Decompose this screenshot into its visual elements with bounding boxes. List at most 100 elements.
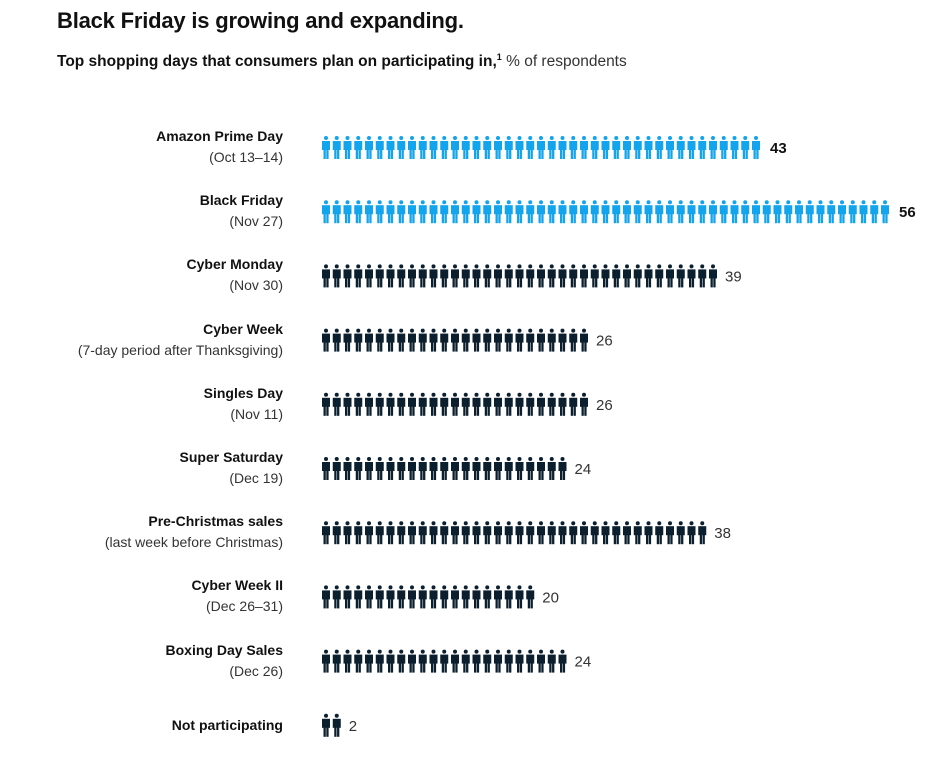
person-icon	[580, 328, 588, 352]
person-icon	[365, 585, 373, 609]
person-icon	[526, 457, 535, 480]
person-icon	[332, 585, 341, 609]
pictogram-bar	[322, 649, 567, 673]
person-icon	[451, 264, 459, 288]
person-icon	[494, 457, 502, 480]
person-icon	[397, 264, 406, 288]
person-icon	[354, 328, 363, 352]
category-name: Boxing Day Sales	[165, 641, 284, 658]
person-icon	[365, 521, 373, 545]
person-icon	[418, 200, 427, 224]
person-icon	[698, 136, 707, 159]
category-label: Cyber Monday (Nov 30)	[187, 254, 283, 296]
person-icon	[504, 200, 513, 224]
person-icon	[741, 136, 750, 159]
person-icon	[601, 136, 610, 159]
person-icon	[698, 521, 707, 545]
person-icon	[343, 328, 352, 352]
category-detail: (7-day period after Thanksgiving)	[77, 341, 283, 358]
person-icon	[709, 200, 717, 224]
person-icon	[547, 136, 556, 159]
person-icon	[494, 392, 502, 416]
data-label: 24	[575, 461, 592, 478]
person-icon	[515, 585, 524, 609]
person-icon	[375, 200, 384, 224]
person-icon	[375, 264, 384, 288]
person-icon	[494, 136, 502, 159]
footnote-marker: 1	[496, 52, 502, 62]
person-icon	[590, 200, 599, 224]
person-icon	[365, 264, 373, 288]
person-icon	[483, 392, 492, 416]
person-icon	[526, 264, 535, 288]
category-label: Cyber Week (7-day period after Thanksgivi…	[78, 319, 283, 361]
person-icon	[666, 136, 674, 159]
person-icon	[644, 200, 653, 224]
person-icon	[397, 392, 406, 416]
person-icon	[558, 521, 567, 545]
person-icon	[655, 200, 664, 224]
person-icon	[332, 392, 341, 416]
category-label: Pre-Christmas sales (last week before Chr…	[105, 511, 283, 553]
person-icon	[429, 521, 438, 545]
person-icon	[386, 264, 395, 288]
person-icon	[590, 136, 599, 159]
person-icon	[418, 521, 427, 545]
person-icon	[612, 136, 621, 159]
person-icon	[343, 264, 352, 288]
person-icon	[472, 264, 481, 288]
person-icon	[375, 585, 384, 609]
person-icon	[644, 136, 653, 159]
person-icon	[322, 136, 330, 159]
chart-subtitle: Top shopping days that consumers plan on…	[57, 52, 627, 71]
person-icon	[709, 136, 717, 159]
person-icon	[676, 521, 685, 545]
person-icon	[461, 328, 470, 352]
person-icon	[623, 200, 631, 224]
person-icon	[526, 521, 535, 545]
person-icon	[515, 328, 524, 352]
person-icon	[322, 200, 330, 224]
person-icon	[676, 200, 685, 224]
person-icon	[515, 392, 524, 416]
person-icon	[547, 649, 556, 673]
person-icon	[365, 649, 373, 673]
person-icon	[558, 136, 567, 159]
person-icon	[752, 136, 760, 159]
person-icon	[322, 392, 330, 416]
person-icon	[601, 264, 610, 288]
person-icon	[483, 328, 492, 352]
person-icon	[558, 200, 567, 224]
person-icon	[580, 264, 588, 288]
person-icon	[451, 585, 459, 609]
person-icon	[451, 136, 459, 159]
subtitle-main: Top shopping days that consumers plan on…	[57, 53, 497, 71]
person-icon	[440, 521, 449, 545]
person-icon	[332, 521, 341, 545]
person-icon	[515, 649, 524, 673]
category-label: Amazon Prime Day (Oct 13–14)	[156, 126, 283, 168]
person-icon	[451, 649, 459, 673]
person-icon	[515, 457, 524, 480]
person-icon	[408, 136, 416, 159]
person-icon	[440, 328, 449, 352]
person-icon	[440, 585, 449, 609]
person-icon	[483, 649, 492, 673]
person-icon	[322, 328, 330, 352]
person-icon	[375, 649, 384, 673]
person-icon	[408, 264, 416, 288]
person-icon	[773, 200, 782, 224]
category-detail: (Nov 30)	[229, 277, 283, 294]
person-icon	[386, 328, 395, 352]
person-icon	[461, 585, 470, 609]
person-icon	[375, 328, 384, 352]
person-icon	[397, 457, 406, 480]
category-name: Amazon Prime Day	[156, 128, 283, 144]
person-icon	[451, 200, 459, 224]
person-icon	[494, 521, 502, 545]
person-icon	[440, 649, 449, 673]
person-icon	[547, 457, 556, 480]
person-icon	[461, 457, 470, 480]
person-icon	[494, 264, 502, 288]
person-icon	[418, 392, 427, 416]
